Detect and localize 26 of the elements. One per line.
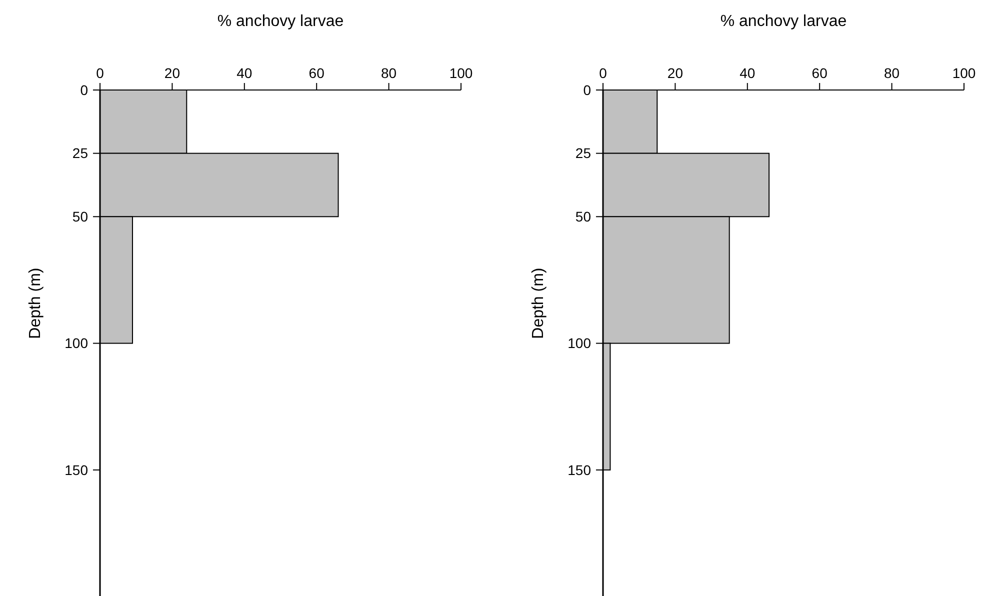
x-tick-label: 20	[164, 65, 180, 81]
x-tick-label: 60	[812, 65, 828, 81]
y-tick-label: 100	[568, 335, 592, 352]
y-tick-label: 50	[72, 208, 88, 225]
x-tick-label: 40	[740, 65, 756, 81]
x-tick-label: 100	[449, 65, 473, 81]
x-axis-title: % anchovy larvae	[720, 13, 847, 30]
y-tick-label: 150	[64, 462, 88, 478]
y-axis-title: Depth (m)	[530, 268, 547, 339]
y-tick-label: 100	[64, 335, 88, 352]
x-tick-label: 60	[308, 65, 325, 81]
y-axis-title: Depth (m)	[27, 268, 44, 339]
x-tick-label: 0	[96, 65, 104, 81]
y-tick-label: 25	[575, 145, 592, 162]
x-tick-label: 80	[381, 65, 397, 81]
x-axis-title: % anchovy larvae	[217, 13, 344, 30]
y-tick-label: 25	[72, 145, 88, 162]
x-tick-label: 20	[667, 65, 684, 81]
y-tick-label: 150	[568, 462, 592, 478]
x-tick-label: 0	[599, 65, 608, 81]
y-tick-label: 50	[575, 208, 592, 225]
y-tick-label: 0	[80, 82, 88, 98]
x-tick-label: 100	[952, 65, 976, 81]
x-tick-label: 80	[884, 65, 900, 81]
x-tick-label: 40	[236, 65, 252, 81]
y-tick-label: 0	[583, 82, 592, 98]
